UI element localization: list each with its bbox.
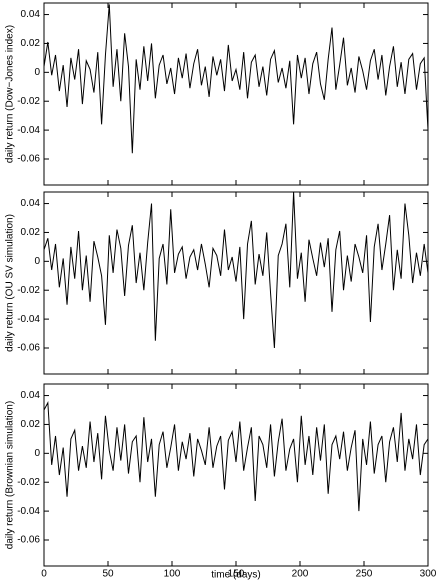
x-tick-label: 300	[420, 569, 436, 580]
y-tick-label: -0.04	[17, 314, 40, 325]
y-tick-label: 0.02	[21, 419, 41, 430]
y-tick-label: -0.06	[17, 154, 40, 165]
y-tick-label: -0.02	[17, 96, 40, 107]
x-tick-label: 50	[102, 569, 114, 580]
plot-frame	[43, 2, 429, 186]
y-tick-label: -0.02	[17, 285, 40, 296]
y-tick-label: -0.04	[17, 506, 40, 517]
y-tick-label: -0.06	[17, 535, 40, 546]
y-tick-label: 0.04	[21, 390, 41, 401]
data-line	[43, 191, 429, 349]
y-tick-label: 0	[34, 448, 40, 459]
y-axis-label: daily return (Dow−Jones index)	[5, 25, 16, 163]
y-tick-label: 0	[34, 256, 40, 267]
y-tick-label: 0	[34, 67, 40, 78]
y-tick-label: -0.04	[17, 125, 40, 136]
y-tick-label: 0.02	[21, 38, 41, 49]
x-tick-label: 100	[164, 569, 181, 580]
x-axis-label: time (days)	[211, 570, 260, 581]
data-line	[43, 4, 429, 154]
x-tick-label: 250	[356, 569, 373, 580]
y-axis-label: daily return (Brownian simulation)	[5, 401, 16, 549]
y-tick-label: 0.04	[21, 9, 41, 20]
data-line	[43, 400, 429, 512]
y-tick-label: 0.02	[21, 227, 41, 238]
y-tick-label: -0.02	[17, 477, 40, 488]
y-axis-label: daily return (OU SV simulation)	[5, 214, 16, 352]
x-tick-label: 200	[292, 569, 309, 580]
y-tick-label: 0.04	[21, 198, 41, 209]
y-tick-label: -0.06	[17, 343, 40, 354]
x-tick-label: 0	[41, 569, 47, 580]
plot-frame	[43, 191, 429, 375]
x-tick-label: 150	[228, 569, 245, 580]
